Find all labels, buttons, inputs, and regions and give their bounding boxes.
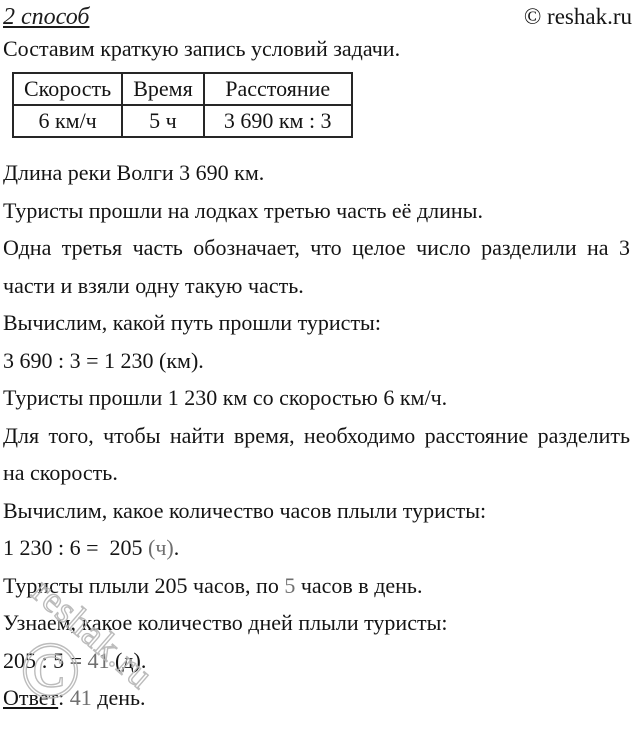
text-segment: .	[173, 535, 180, 560]
text-segment: Вычислим, какое количество часов плыли т…	[3, 497, 487, 523]
paragraph: 3 690 : 3 = 1 230 (км).	[3, 342, 630, 380]
text-segment: 205 : 5 =	[3, 647, 88, 673]
paragraph-line: Одна третья часть обозначает, что целое …	[3, 235, 630, 260]
paragraph: 205 : 5 = 41 (д).	[3, 642, 630, 680]
text-segment: Длина реки Волги 3 690 км.	[3, 160, 265, 185]
table-header-speed: Скорость	[11, 72, 124, 106]
text-segment: Туристы прошли 1 230 км со скоростью 6 к…	[3, 385, 448, 410]
paragraph: 1 230 : 6 = 205 (ч).	[3, 529, 630, 567]
text-segment: Узнаем, какое количество дней плыли тури…	[3, 610, 448, 635]
text-segment: Туристы прошли на лодках третью часть её…	[3, 197, 483, 223]
table-cell-distance: 3 690 км : 3	[202, 104, 353, 138]
table-header-distance: Расстояние	[202, 72, 353, 106]
text-segment: 3 690 : 3 = 1 230 (км).	[3, 347, 204, 373]
text-segment: Вычислим, какой путь прошли туристы:	[3, 310, 381, 335]
paragraph: Для того, чтобы найти время, необходимо …	[3, 417, 630, 492]
text-segment: 5	[284, 572, 296, 598]
page-header: 2 способ © reshak.ru	[0, 0, 634, 32]
paragraph: Туристы прошли 1 230 км со скоростью 6 к…	[3, 379, 630, 417]
text-segment: день.	[91, 685, 146, 710]
paragraph-line: Для того, чтобы найти время, необходимо …	[3, 422, 630, 448]
table-row: 6 км/ч 5 ч 3 690 км : 3	[11, 104, 353, 138]
text-segment: Туристы плыли 205 часов, по	[3, 572, 285, 598]
text-segment: 41	[87, 647, 110, 673]
paragraph: Вычислим, какое количество часов плыли т…	[3, 492, 630, 530]
text-segment: :	[58, 685, 70, 710]
paragraph: Узнаем, какое количество дней плыли тури…	[3, 604, 630, 642]
paragraph: Туристы плыли 205 часов, по 5 часов в де…	[3, 567, 630, 605]
intro-text: Составим краткую запись условий задачи.	[3, 36, 401, 61]
paragraph-line: на скорость.	[3, 460, 118, 485]
paragraph: Длина реки Волги 3 690 км.	[3, 154, 630, 192]
table-header-time: Время	[121, 72, 205, 106]
summary-table: Скорость Время Расстояние 6 км/ч 5 ч 3 6…	[11, 72, 353, 138]
paragraph: Туристы прошли на лодках третью часть её…	[3, 192, 630, 230]
text-segment: Ответ	[3, 685, 59, 710]
text-segment: 1 230 : 6 = 205	[3, 535, 149, 560]
text-segment: 41	[69, 685, 92, 710]
paragraph: Одна третья часть обозначает, что целое …	[3, 229, 630, 304]
paragraph-line: части и взяли одну такую часть.	[3, 272, 304, 298]
copyright-label: © reshak.ru	[523, 4, 632, 29]
table-cell-time: 5 ч	[121, 104, 205, 138]
paragraph: Вычислим, какой путь прошли туристы:	[3, 304, 630, 342]
paragraph: Ответ: 41 день.	[3, 679, 630, 717]
text-segment: часов в день.	[295, 572, 423, 598]
table-header-row: Скорость Время Расстояние	[11, 72, 353, 106]
table-cell-speed: 6 км/ч	[11, 104, 124, 138]
text-segment: (д).	[109, 647, 147, 673]
method-label: 2 способ	[3, 4, 90, 30]
text-segment: (ч)	[148, 535, 174, 560]
solution-paragraphs: Длина реки Волги 3 690 км. Туристы прошли…	[0, 154, 634, 717]
